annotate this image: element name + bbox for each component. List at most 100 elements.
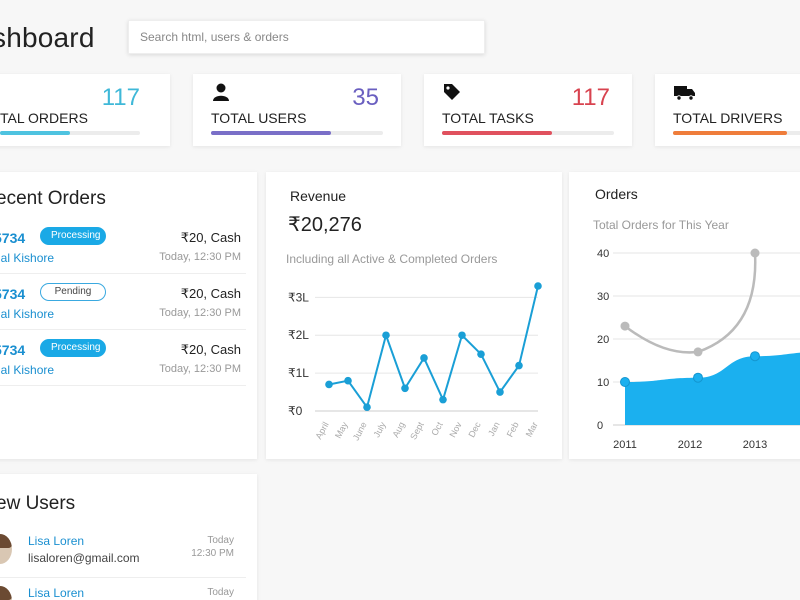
revenue-card: Revenue ₹20,276 Including all Active & C… [266, 172, 562, 459]
x-tick-label: 2012 [678, 439, 702, 451]
user-email: lisaloren@gmail.com [28, 551, 140, 565]
data-point [620, 321, 630, 331]
line-series [624, 252, 757, 354]
x-tick-label: 2011 [613, 439, 637, 451]
y-tick-label: ₹0 [288, 404, 303, 418]
stat-card-orders[interactable]: 117 TAL ORDERS [0, 74, 170, 146]
order-time: Today, 12:30 PM [159, 251, 241, 263]
stat-progress-fill [673, 131, 787, 135]
y-tick-label: 40 [597, 248, 609, 260]
stat-label: TOTAL DRIVERS [673, 110, 783, 126]
data-point [325, 380, 333, 389]
data-point [515, 361, 523, 370]
stat-value: 35 [352, 84, 379, 111]
stat-value: 117 [101, 84, 140, 111]
data-point [401, 384, 409, 393]
stat-card-drivers[interactable]: TOTAL DRIVERS [655, 74, 800, 146]
y-tick-label: ₹1L [288, 366, 309, 380]
data-point [534, 282, 542, 290]
stat-progress-track [673, 131, 800, 135]
series-line [328, 285, 539, 410]
data-point [693, 372, 703, 383]
new-users-title: ew Users [0, 493, 76, 514]
stat-card-users[interactable]: 35 TOTAL USERS [193, 74, 401, 146]
user-time: Today 12:30 PM [191, 534, 234, 560]
order-amount: ₹20, Cash [180, 286, 241, 301]
orders-chart: 0 10 20 30 40 2011 2012 2013 [597, 248, 800, 451]
revenue-amount: ₹20,276 [288, 214, 362, 236]
data-point [363, 403, 371, 412]
user-time-day: Today [207, 535, 234, 546]
x-tick-label: Aug [390, 420, 406, 439]
y-tick-label: 10 [597, 377, 609, 389]
stat-progress-fill [442, 131, 553, 135]
data-point [382, 331, 390, 340]
tag-icon [444, 84, 460, 100]
y-tick-label: ₹3L [288, 290, 309, 304]
y-tick-label: 0 [597, 420, 603, 432]
stat-progress-fill [211, 131, 332, 135]
y-tick-label: 20 [597, 334, 609, 346]
search-input[interactable] [128, 20, 485, 54]
user-row[interactable]: Lisa Loren lisaloren@gmail.com Today 12:3… [0, 526, 246, 578]
data-point [477, 350, 485, 358]
order-row[interactable]: 5734 Pending gal Kishore ₹20, Cash Today… [0, 274, 246, 330]
recent-orders-card: ecent Orders 5734 Processing gal Kishore… [0, 172, 257, 459]
data-point [620, 377, 630, 387]
customer-name[interactable]: gal Kishore [0, 363, 55, 377]
user-name[interactable]: Lisa Loren [28, 586, 85, 600]
y-tick-label: ₹2L [288, 328, 309, 342]
x-tick-label: Nov [447, 420, 464, 439]
order-row[interactable]: 5734 Processing gal Kishore ₹20, Cash To… [0, 330, 246, 386]
stat-label: TAL ORDERS [0, 110, 88, 126]
x-tick-label: Feb [505, 420, 521, 438]
revenue-title: Revenue [290, 188, 347, 204]
order-amount: ₹20, Cash [180, 230, 241, 245]
data-point [420, 354, 428, 362]
x-tick-label: Jan [486, 420, 502, 438]
user-time-day: Today [207, 587, 234, 598]
data-point [496, 388, 504, 396]
data-point [439, 395, 447, 404]
user-name[interactable]: Lisa Loren [28, 534, 85, 548]
order-id[interactable]: 5734 [0, 230, 26, 246]
stat-progress-track [0, 131, 140, 135]
avatar [0, 586, 12, 600]
stat-progress-track [211, 131, 383, 135]
status-badge: Pending [40, 283, 106, 301]
truck-icon [674, 86, 695, 101]
x-tick-label: Sept [408, 420, 426, 441]
y-tick-label: 30 [597, 291, 609, 303]
orders-chart-card: Orders Total Orders for This Year 0 10 20 3… [569, 172, 800, 459]
page-title: shboard [0, 22, 95, 53]
x-tick-label: 2013 [743, 439, 767, 451]
revenue-subtitle: Including all Active & Completed Orders [286, 252, 498, 266]
x-tick-label: June [351, 420, 369, 442]
avatar [0, 534, 12, 564]
data-point [750, 248, 760, 258]
x-tick-label: April [313, 420, 330, 441]
new-users-card: ew Users Lisa Loren lisaloren@gmail.com … [0, 474, 257, 600]
data-point [750, 351, 760, 362]
stat-value: 117 [571, 84, 610, 111]
order-id[interactable]: 5734 [0, 286, 26, 302]
user-time-clock: 12:30 PM [191, 548, 234, 559]
x-tick-label: Mar [524, 420, 540, 438]
user-icon [213, 83, 229, 101]
user-time: Today [207, 586, 234, 599]
order-id[interactable]: 5734 [0, 342, 26, 358]
stat-label: TOTAL TASKS [442, 110, 534, 126]
area-series [625, 352, 800, 425]
order-row[interactable]: 5734 Processing gal Kishore ₹20, Cash To… [0, 218, 246, 274]
status-badge: Processing [40, 339, 106, 357]
x-tick-label: Dec [466, 420, 483, 439]
stat-card-tasks[interactable]: 117 TOTAL TASKS [424, 74, 632, 146]
data-point [693, 347, 703, 357]
stat-progress-track [442, 131, 614, 135]
user-row[interactable]: Lisa Loren Today [0, 578, 246, 600]
recent-orders-title: ecent Orders [0, 188, 106, 209]
customer-name[interactable]: gal Kishore [0, 251, 55, 265]
stat-label: TOTAL USERS [211, 110, 307, 126]
customer-name[interactable]: gal Kishore [0, 307, 55, 321]
x-tick-label: May [333, 420, 350, 440]
